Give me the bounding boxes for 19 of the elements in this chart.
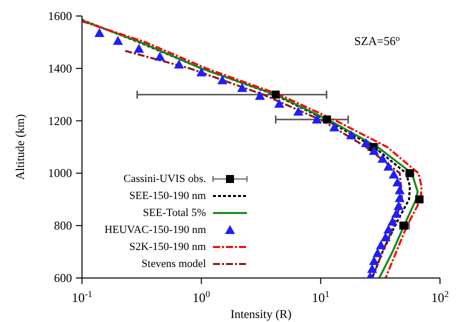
legend-label: S2K-150-190 nm xyxy=(129,240,206,252)
y-tick-label: 800 xyxy=(54,218,72,233)
x-tick-label: 10$^{-1}$ xyxy=(72,289,92,305)
y-tick-label: 1400 xyxy=(48,61,72,76)
annotation: SZA=56$^{o}$ xyxy=(354,34,400,48)
y-tick-label: 1000 xyxy=(48,166,72,180)
x-tick-label: 10$^{0}$ xyxy=(192,289,211,305)
x-tick-label: 10$^{1}$ xyxy=(312,289,330,305)
y-tick-label: 1600 xyxy=(48,9,72,23)
legend-label: Cassini-UVIS obs. xyxy=(123,172,206,184)
y-axis-title: Altitude (km) xyxy=(13,114,27,180)
x-tick-label: 10$^{2}$ xyxy=(431,289,450,305)
legend-label: HEUVAC-150-190 nm xyxy=(104,224,206,236)
legend-label: SEE-150-190 nm xyxy=(129,190,206,202)
legend-label: SEE-Total 5% xyxy=(142,206,206,218)
y-tick-label: 1200 xyxy=(48,114,72,128)
y-tick-label: 600 xyxy=(54,271,72,285)
x-axis-title: Intensity (R) xyxy=(230,307,292,321)
legend-label: Stevens model xyxy=(142,258,206,270)
